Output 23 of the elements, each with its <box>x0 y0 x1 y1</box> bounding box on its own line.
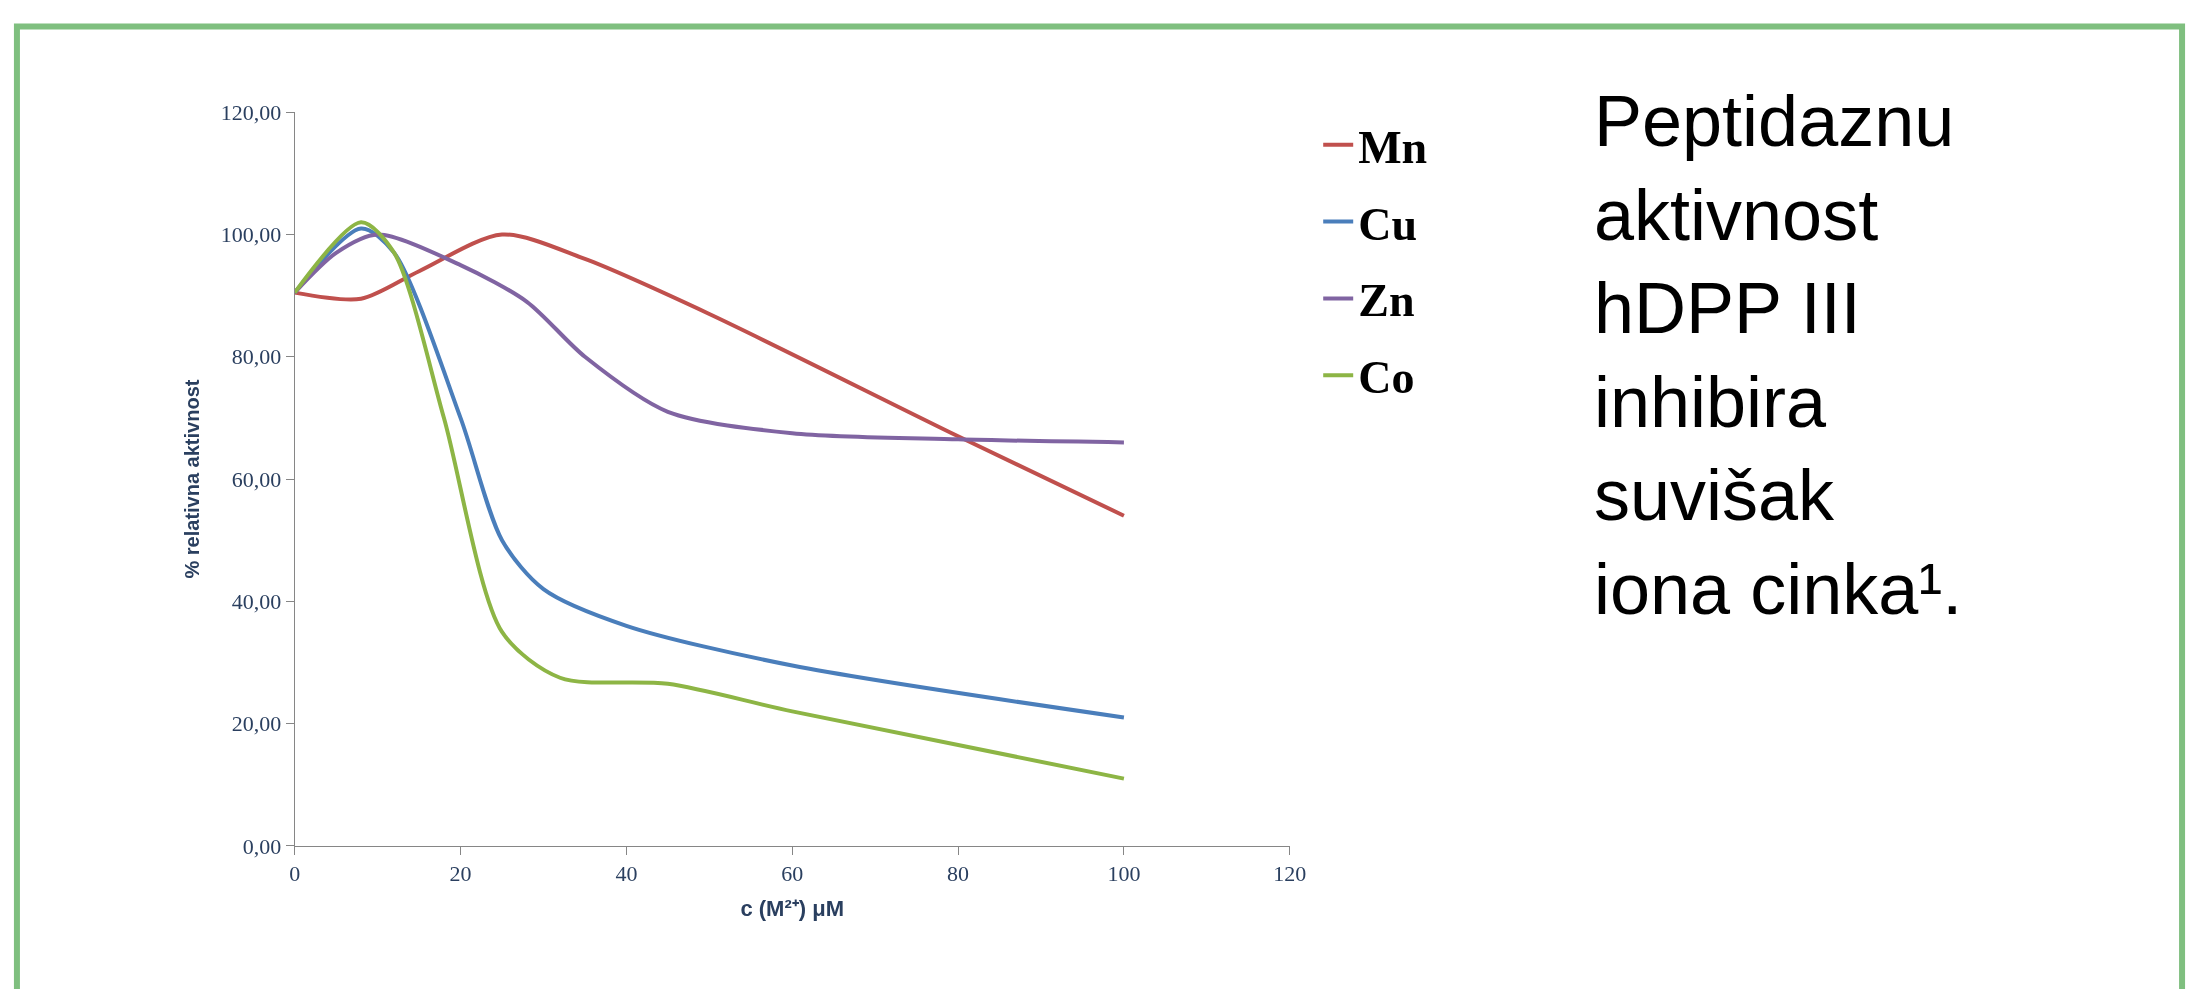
legend-label: Co <box>1358 352 1415 404</box>
line-series <box>294 232 1126 445</box>
x-tick-label: 60 <box>781 861 804 887</box>
x-tick-label: 40 <box>615 861 638 887</box>
text: Peptidaznu aktivnost hDPP III inhibira suvišak iona cinka¹. <box>1594 81 1963 629</box>
x-tick-label: 100 <box>1107 861 1141 887</box>
y-tick-label: 80,00 <box>231 344 282 370</box>
y-tick-label: 120,00 <box>220 99 282 125</box>
y-tick-label: 40,00 <box>231 589 282 615</box>
legend-label: Mn <box>1358 121 1428 173</box>
legend-label: Zn <box>1358 275 1415 327</box>
legend-label: Cu <box>1358 198 1418 250</box>
y-tick-label: 0,00 <box>242 833 282 859</box>
line-series <box>294 232 1126 518</box>
x-tick-label: 0 <box>289 861 301 887</box>
y-tick-label: 60,00 <box>231 466 282 492</box>
x-tick-label: 80 <box>947 861 970 887</box>
x-tick-label: 20 <box>449 861 472 887</box>
x-tick-label: 120 <box>1273 861 1307 887</box>
y-tick-label: 20,00 <box>231 711 282 737</box>
y-axis-title: % relativna aktivnost <box>181 379 204 579</box>
x-axis-title: c (M²⁺) μM <box>740 896 845 922</box>
y-tick-label: 100,00 <box>220 222 282 248</box>
